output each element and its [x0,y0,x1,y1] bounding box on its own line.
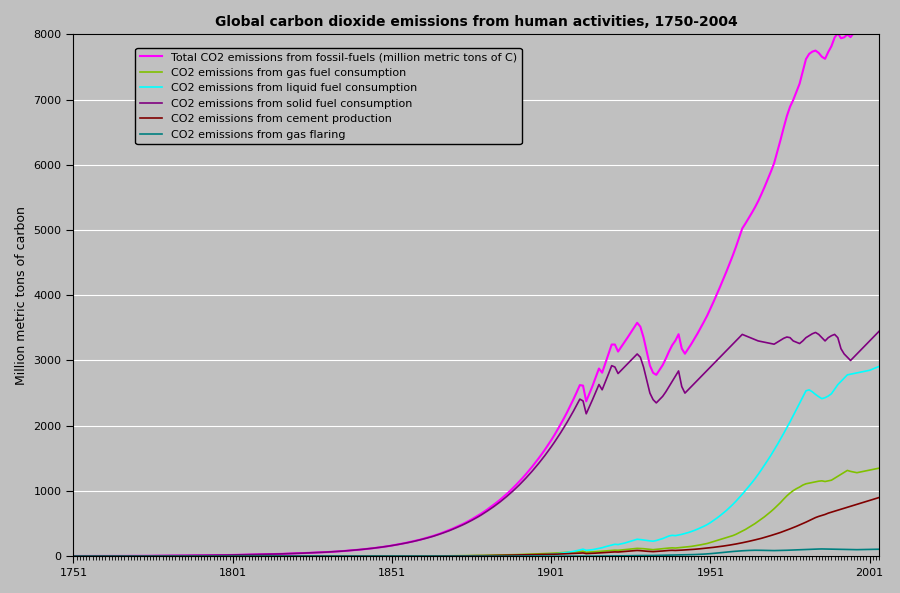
CO2 emissions from solid fuel consumption [874,327,885,334]
CO2 emissions from cement production [68,553,79,560]
CO2 emissions from cement production [348,553,359,560]
CO2 emissions from liquid fuel consumption [402,553,413,560]
Line: CO2 emissions from cement production: CO2 emissions from cement production [74,498,879,556]
Total CO2 emissions from fossil-fuels (million metric tons of C) [348,547,359,554]
CO2 emissions from cement production [275,553,286,560]
Line: CO2 emissions from gas flaring: CO2 emissions from gas flaring [74,549,879,556]
CO2 emissions from solid fuel consumption [479,509,490,517]
CO2 emissions from liquid fuel consumption [348,553,359,560]
Line: CO2 emissions from gas fuel consumption: CO2 emissions from gas fuel consumption [74,468,879,556]
CO2 emissions from gas fuel consumption [479,552,490,559]
CO2 emissions from liquid fuel consumption [874,363,885,370]
CO2 emissions from gas flaring [479,553,490,560]
CO2 emissions from gas fuel consumption [374,553,384,560]
CO2 emissions from gas flaring [874,546,885,553]
CO2 emissions from cement production [874,494,885,501]
CO2 emissions from gas flaring [68,553,79,560]
CO2 emissions from gas flaring [816,546,827,553]
CO2 emissions from cement production [374,553,384,560]
Legend: Total CO2 emissions from fossil-fuels (million metric tons of C), CO2 emissions : Total CO2 emissions from fossil-fuels (m… [135,47,522,144]
CO2 emissions from solid fuel consumption [348,547,359,554]
CO2 emissions from gas flaring [374,553,384,560]
Y-axis label: Million metric tons of carbon: Million metric tons of carbon [15,206,28,385]
CO2 emissions from solid fuel consumption [609,364,620,371]
CO2 emissions from liquid fuel consumption [275,553,286,560]
CO2 emissions from solid fuel consumption [275,550,286,557]
Total CO2 emissions from fossil-fuels (million metric tons of C) [275,550,286,557]
CO2 emissions from cement production [479,552,490,559]
CO2 emissions from liquid fuel consumption [374,553,384,560]
Line: Total CO2 emissions from fossil-fuels (million metric tons of C): Total CO2 emissions from fossil-fuels (m… [74,0,879,556]
CO2 emissions from gas fuel consumption [402,553,413,560]
CO2 emissions from liquid fuel consumption [68,553,79,560]
CO2 emissions from gas flaring [609,552,620,559]
Line: CO2 emissions from liquid fuel consumption: CO2 emissions from liquid fuel consumpti… [74,366,879,556]
CO2 emissions from solid fuel consumption [402,539,413,546]
Total CO2 emissions from fossil-fuels (million metric tons of C) [68,553,79,560]
CO2 emissions from gas fuel consumption [874,464,885,471]
CO2 emissions from liquid fuel consumption [479,553,490,560]
CO2 emissions from solid fuel consumption [374,544,384,551]
CO2 emissions from gas fuel consumption [348,553,359,560]
Total CO2 emissions from fossil-fuels (million metric tons of C) [402,539,413,546]
CO2 emissions from gas flaring [348,553,359,560]
CO2 emissions from solid fuel consumption [68,553,79,560]
CO2 emissions from gas flaring [275,553,286,560]
CO2 emissions from liquid fuel consumption [609,541,620,548]
Total CO2 emissions from fossil-fuels (million metric tons of C) [609,341,620,348]
CO2 emissions from gas fuel consumption [68,553,79,560]
CO2 emissions from cement production [402,553,413,560]
Total CO2 emissions from fossil-fuels (million metric tons of C) [374,544,384,551]
Line: CO2 emissions from solid fuel consumption: CO2 emissions from solid fuel consumptio… [74,331,879,556]
CO2 emissions from gas flaring [402,553,413,560]
CO2 emissions from cement production [609,549,620,556]
CO2 emissions from gas fuel consumption [275,553,286,560]
Total CO2 emissions from fossil-fuels (million metric tons of C) [479,508,490,515]
CO2 emissions from gas fuel consumption [609,547,620,554]
Title: Global carbon dioxide emissions from human activities, 1750-2004: Global carbon dioxide emissions from hum… [215,15,738,29]
